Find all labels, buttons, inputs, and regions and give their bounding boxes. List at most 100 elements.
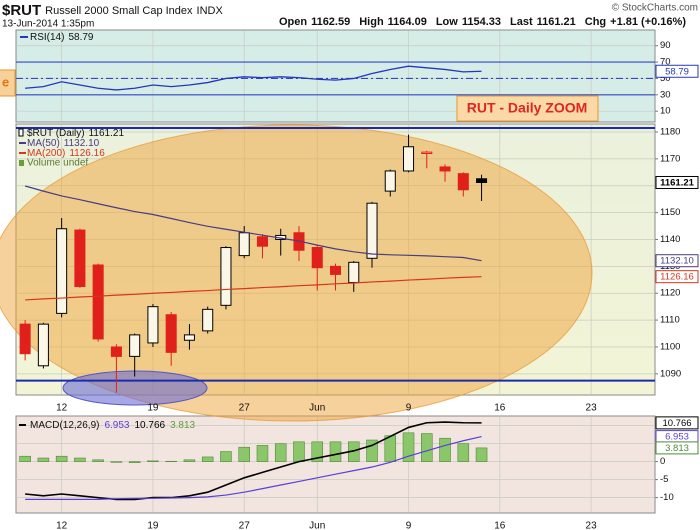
candle-body	[129, 334, 141, 357]
legend-entry-part: MACD(12,26,9)	[30, 420, 99, 431]
candle-body	[311, 247, 323, 269]
quote-part: Open	[279, 16, 307, 28]
histogram-bar	[147, 460, 159, 462]
quote-part: 1154.33	[462, 16, 501, 28]
candle-body	[183, 334, 195, 341]
x-tick-label: 23	[586, 521, 598, 530]
x-tick-label: 16	[494, 521, 506, 530]
macd-line	[25, 421, 482, 501]
histogram-bar	[128, 461, 141, 464]
y-tick-label: -5	[660, 474, 668, 485]
x-tick-label: 16	[494, 403, 506, 414]
x-tick-label: 19	[147, 521, 159, 530]
candle-body	[147, 306, 159, 344]
candle-body	[384, 170, 396, 192]
histogram-bar	[256, 445, 269, 462]
value-tag-box	[655, 416, 699, 430]
value-tag: 58.79	[665, 66, 689, 77]
histogram-bar	[293, 441, 305, 462]
quote-part: Last	[510, 16, 533, 28]
candle-body	[403, 146, 415, 172]
y-tick-label: 1090	[660, 368, 681, 379]
value-tag-box	[655, 64, 699, 78]
value-tag: 10.766	[662, 418, 691, 429]
value-tag: 1126.16	[660, 272, 694, 283]
x-tick-label: 12	[56, 521, 68, 530]
candle-body	[202, 308, 214, 332]
legend-entry-part: $RUT (Daily)	[27, 128, 85, 139]
candle-body	[110, 346, 122, 357]
legend-entry: MA(200) 1126.16	[27, 148, 105, 159]
histogram-bar	[402, 432, 415, 462]
histogram-bar	[329, 441, 342, 462]
quote: Open 1162.59 High 1164.09 Low 1154.33 Last 1161…	[279, 16, 686, 28]
quote-part: +1.81 (+0.16%)	[610, 16, 686, 28]
histogram-bar	[19, 455, 31, 462]
value-tag-box	[655, 254, 699, 268]
x-tick-label: 9	[406, 521, 412, 530]
x-tick-label: 19	[147, 403, 159, 414]
x-tick-label: 27	[239, 521, 251, 530]
legend-swatch	[19, 160, 24, 166]
histogram-bar	[183, 459, 196, 462]
value-tag: 3.813	[665, 443, 689, 454]
legend-entry-part: 3.813	[170, 420, 195, 431]
candle-body	[238, 232, 250, 257]
candle-body	[457, 173, 469, 191]
legend-entry-part: 1161.21	[89, 128, 125, 139]
legend-entry-part: MA(50)	[27, 138, 60, 149]
legend-entry: Volume undef	[27, 158, 88, 169]
candle-body	[92, 264, 104, 340]
y-tick-label: 1110	[660, 315, 680, 326]
histogram-bar	[110, 461, 123, 463]
legend-entry-part: 10.766	[135, 420, 166, 431]
x-tick-label: 27	[239, 403, 251, 414]
quote-part: 1162.59	[311, 16, 350, 28]
candle-body	[476, 178, 488, 183]
y-tick-label: 90	[660, 40, 671, 51]
candle-body	[256, 236, 268, 247]
candle-body	[421, 151, 433, 154]
y-tick-label: -10	[660, 492, 674, 503]
candle-body	[74, 229, 86, 288]
y-tick-label: 10	[660, 106, 671, 117]
histogram-bar	[457, 443, 470, 462]
y-tick-label: 1120	[660, 288, 680, 299]
candle-body	[329, 265, 342, 275]
value-tag: 1161.21	[660, 177, 695, 188]
legend-entry: RSI(14) 58.79	[30, 32, 94, 43]
histogram-bar	[37, 457, 50, 462]
x-tick-label: 23	[586, 403, 598, 414]
rsi-line	[25, 65, 482, 91]
x-tick-label: 9	[406, 403, 412, 414]
histogram-bar	[74, 457, 86, 462]
moving-average	[24, 185, 482, 262]
header-title: $RUT Russell 2000 Small Cap Index INDX	[2, 2, 223, 19]
moving-average	[25, 276, 482, 301]
index-name: Russell 2000 Small Cap Index	[45, 5, 193, 17]
y-tick-label: 50	[660, 73, 671, 84]
y-tick-label: 1100	[660, 341, 680, 352]
value-tag: 1132.10	[660, 256, 694, 267]
value-tag-box	[655, 175, 699, 189]
y-tick-label: 1170	[660, 153, 680, 164]
histogram-bar	[55, 455, 68, 462]
histogram-bar	[220, 451, 232, 462]
y-tick-label: 30	[660, 89, 671, 100]
candle-body	[37, 323, 49, 367]
y-tick-label: 70	[660, 57, 671, 68]
candle-body	[165, 314, 177, 353]
histogram-bar	[439, 437, 451, 462]
quote-part: 1161.21	[537, 16, 576, 28]
legend-entry: MACD(12,26,9) 6.953 10.766 3.813	[30, 420, 196, 431]
legend-entry: MA(50) 1132.10	[27, 138, 100, 149]
symbol: $RUT	[2, 2, 41, 19]
legend-entry-part: 1132.10	[64, 138, 100, 149]
legend-entry-part: 1126.16	[69, 148, 105, 159]
annotation: RUT - Daily ZOOM	[467, 100, 588, 116]
histogram-bar	[238, 446, 250, 462]
legend-swatch	[18, 128, 24, 137]
legend-entry-part: 6.953	[104, 420, 129, 431]
histogram-bar	[274, 443, 287, 462]
